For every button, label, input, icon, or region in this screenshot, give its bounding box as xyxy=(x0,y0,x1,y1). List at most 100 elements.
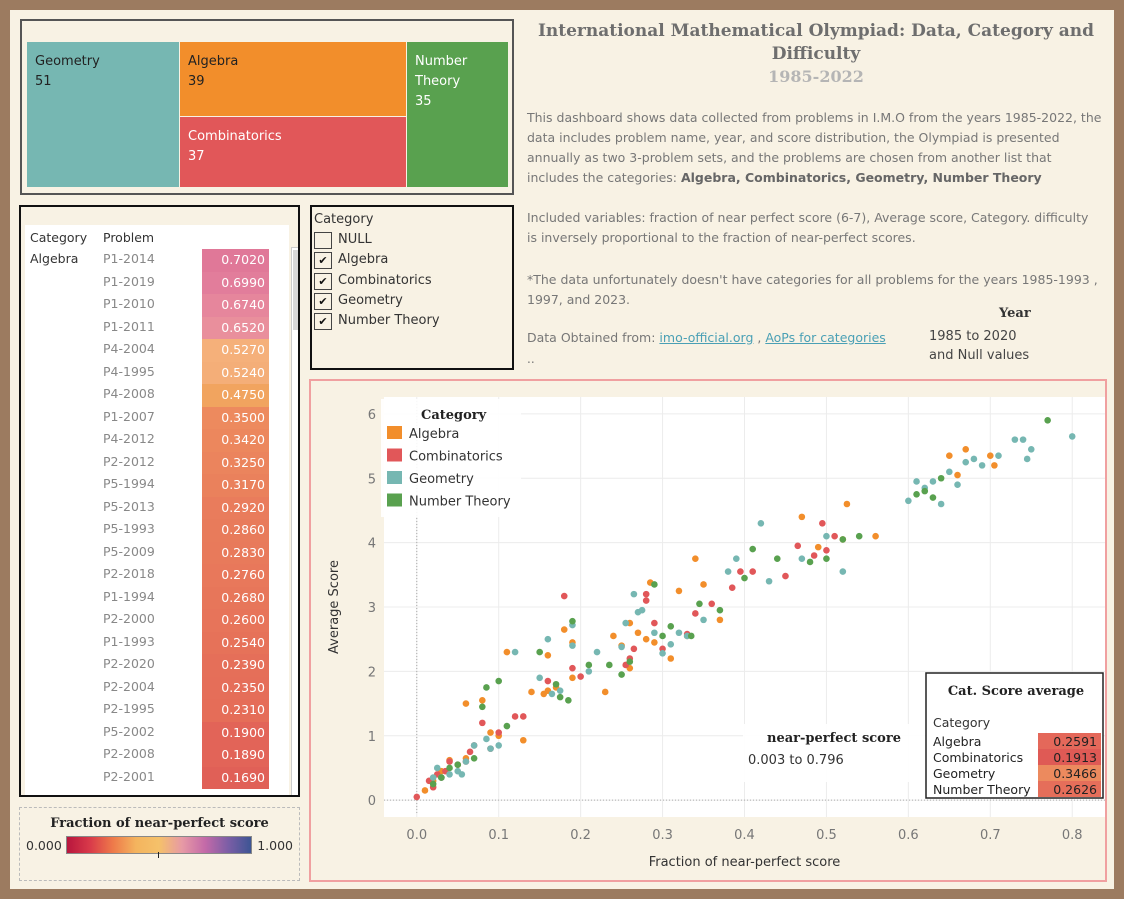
scatter-point[interactable] xyxy=(716,616,724,624)
scatter-point[interactable] xyxy=(1011,436,1019,443)
table-row[interactable]: P2-2004 0.2350 xyxy=(25,676,289,699)
scatter-point[interactable] xyxy=(921,487,929,495)
scatter-point[interactable] xyxy=(470,742,478,749)
scatter-point[interactable] xyxy=(438,774,445,781)
scatter-point[interactable] xyxy=(470,754,478,762)
table-row[interactable]: P2-2020 0.2390 xyxy=(25,654,289,677)
scatter-point[interactable] xyxy=(728,584,736,591)
scatter-point[interactable] xyxy=(593,648,601,656)
table-row[interactable]: P2-2018 0.2760 xyxy=(25,564,289,587)
scatter-point[interactable] xyxy=(642,590,650,598)
scatter-point[interactable] xyxy=(495,677,503,685)
checkbox[interactable]: ✔ xyxy=(314,273,332,290)
scatter-point[interactable] xyxy=(946,468,953,476)
scatter-point[interactable] xyxy=(954,471,961,479)
aops-link[interactable]: AoPs for categories xyxy=(765,330,886,345)
scatter-point[interactable] xyxy=(737,568,744,575)
scatter-point[interactable] xyxy=(814,543,822,551)
scatter-point[interactable] xyxy=(487,729,494,736)
scatter-point[interactable] xyxy=(872,532,879,540)
scatter-point[interactable] xyxy=(839,536,847,543)
scatter-point[interactable] xyxy=(687,632,695,640)
checkbox[interactable]: ✔ xyxy=(314,293,332,310)
scatter-point[interactable] xyxy=(544,677,552,685)
scatter-point[interactable] xyxy=(675,629,683,637)
table-row[interactable]: P2-2012 0.3250 xyxy=(25,451,289,474)
scatter-point[interactable] xyxy=(569,617,576,625)
scatter-point[interactable] xyxy=(548,690,556,698)
scatter-point[interactable] xyxy=(855,532,863,540)
scatter-point[interactable] xyxy=(1023,455,1031,463)
scatter-point[interactable] xyxy=(1044,417,1051,424)
table-row[interactable]: P4-2012 0.3420 xyxy=(25,429,289,452)
scatter-point[interactable] xyxy=(794,542,802,550)
scatter-point[interactable] xyxy=(651,619,658,627)
table-row[interactable]: P5-2002 0.1900 xyxy=(25,721,289,744)
scatter-point[interactable] xyxy=(536,648,543,656)
scatter-point[interactable] xyxy=(667,655,675,662)
scatter-point[interactable] xyxy=(937,500,945,508)
scatter-point[interactable] xyxy=(519,736,527,744)
scatter-point[interactable] xyxy=(569,642,576,649)
scatter-point[interactable] xyxy=(831,532,838,540)
scatter-point[interactable] xyxy=(696,600,703,608)
scatter-point[interactable] xyxy=(978,462,986,469)
scatter-point[interactable] xyxy=(700,616,707,624)
scatter-point[interactable] xyxy=(634,629,642,637)
scatter-point[interactable] xyxy=(905,497,912,505)
scatter-point[interactable] xyxy=(810,552,818,559)
scatter-point[interactable] xyxy=(642,635,650,643)
scatter-point[interactable] xyxy=(954,481,961,488)
table-row[interactable]: P4-2004 0.5270 xyxy=(25,339,289,362)
table-row[interactable]: P4-1995 0.5240 xyxy=(25,361,289,384)
scatter-point[interactable] xyxy=(749,568,756,575)
scatter-point[interactable] xyxy=(651,581,658,588)
scatter-point[interactable] xyxy=(765,577,773,585)
scatter-point[interactable] xyxy=(929,494,937,501)
scatter-point[interactable] xyxy=(839,568,847,575)
treemap-tile-algebra[interactable]: Algebra 39 xyxy=(180,42,406,116)
scatter-point[interactable] xyxy=(479,697,486,704)
table-row[interactable]: P1-1993 0.2540 xyxy=(25,631,289,654)
scatter-point[interactable] xyxy=(462,758,470,765)
scatter-point[interactable] xyxy=(458,771,466,778)
scatter-point[interactable] xyxy=(913,478,920,485)
scatter-point[interactable] xyxy=(585,661,593,669)
scatter-point[interactable] xyxy=(962,458,970,466)
scatter-point[interactable] xyxy=(429,780,437,788)
scatter-point[interactable] xyxy=(556,693,564,701)
checkbox[interactable] xyxy=(314,232,332,249)
table-row[interactable]: P1-2010 0.6740 xyxy=(25,294,289,317)
scatter-point[interactable] xyxy=(536,674,543,682)
scatter-point[interactable] xyxy=(483,735,490,743)
table-row[interactable]: P5-1994 0.3170 xyxy=(25,474,289,497)
scatter-point[interactable] xyxy=(495,742,503,749)
scatter-point[interactable] xyxy=(479,703,486,711)
scatter-point[interactable] xyxy=(995,452,1002,460)
table-row[interactable]: P2-1995 0.2310 xyxy=(25,699,289,722)
scatter-point[interactable] xyxy=(667,623,675,630)
treemap-tile-geometry[interactable]: Geometry 51 xyxy=(27,42,179,187)
table-row[interactable]: P4-2008 0.4750 xyxy=(25,384,289,407)
scatter-point[interactable] xyxy=(466,748,474,756)
scatter-point[interactable] xyxy=(651,629,658,637)
scatter-point[interactable] xyxy=(630,645,638,653)
scatter-point[interactable] xyxy=(622,619,629,627)
scatter-point[interactable] xyxy=(651,639,658,646)
scatter-point[interactable] xyxy=(446,771,453,778)
scatter-point[interactable] xyxy=(913,491,920,498)
scatter-point[interactable] xyxy=(446,764,453,772)
scatter-point[interactable] xyxy=(556,687,564,694)
table-row[interactable]: P5-2009 0.2830 xyxy=(25,541,289,564)
table-row[interactable]: P2-2008 0.1890 xyxy=(25,744,289,767)
scatter-chart[interactable]: 0.0 0.1 0.2 0.3 0.4 0.5 0.6 0.7 0.8 0 1 2 3 4 5 6 Fracti… xyxy=(311,381,1105,880)
scatter-point[interactable] xyxy=(1019,436,1027,443)
scatter-point[interactable] xyxy=(991,462,998,469)
scatter-point[interactable] xyxy=(433,764,441,772)
scatter-point[interactable] xyxy=(782,572,789,580)
scatter-point[interactable] xyxy=(446,758,453,765)
year-filter[interactable]: Year 1985 to 2020 and Null values xyxy=(929,306,1089,365)
scatter-point[interactable] xyxy=(483,684,490,691)
scatter-point[interactable] xyxy=(675,587,683,595)
scatter-point[interactable] xyxy=(798,555,806,563)
